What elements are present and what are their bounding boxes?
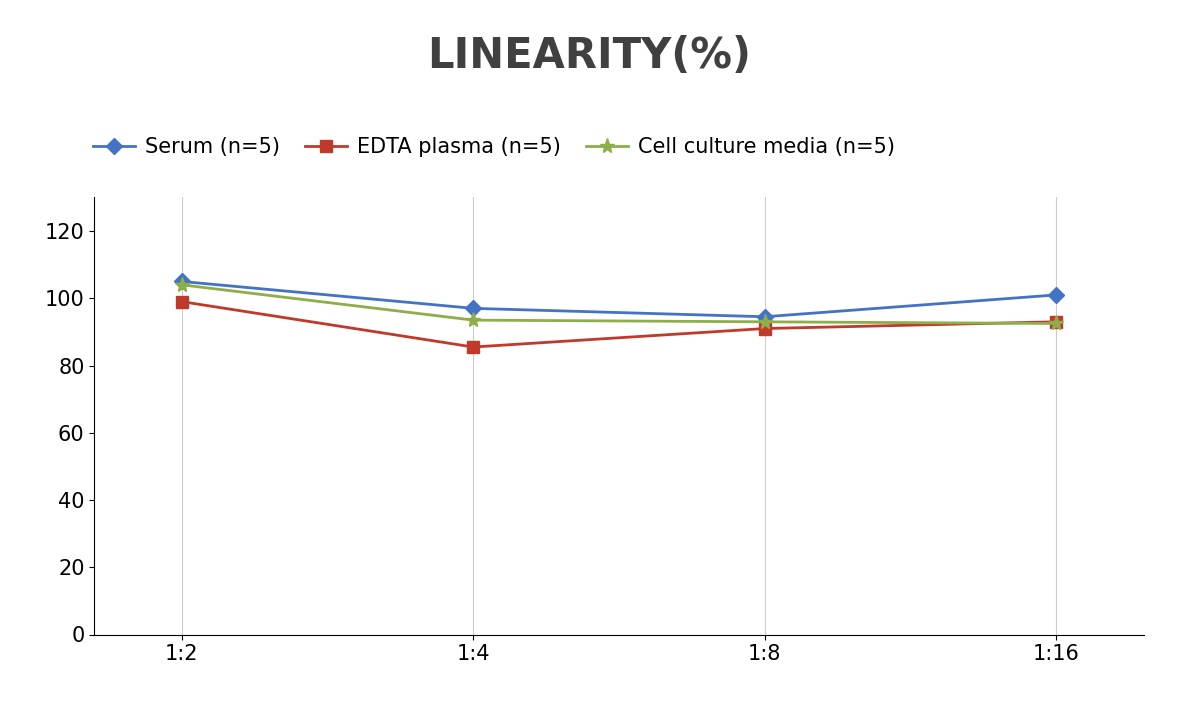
Serum (n=5) — [1049, 290, 1063, 299]
Cell culture media (n=5) — [758, 317, 772, 326]
Text: LINEARITY(%): LINEARITY(%) — [428, 35, 751, 78]
Line: EDTA plasma (n=5): EDTA plasma (n=5) — [176, 296, 1062, 352]
Serum (n=5) — [466, 304, 480, 312]
Line: Cell culture media (n=5): Cell culture media (n=5) — [174, 277, 1063, 331]
Cell culture media (n=5) — [466, 316, 480, 324]
EDTA plasma (n=5) — [174, 298, 189, 306]
EDTA plasma (n=5) — [758, 324, 772, 333]
Serum (n=5) — [174, 277, 189, 286]
EDTA plasma (n=5) — [1049, 317, 1063, 326]
Legend: Serum (n=5), EDTA plasma (n=5), Cell culture media (n=5): Serum (n=5), EDTA plasma (n=5), Cell cul… — [93, 137, 895, 157]
Cell culture media (n=5) — [1049, 319, 1063, 328]
Serum (n=5) — [758, 312, 772, 321]
Cell culture media (n=5) — [174, 281, 189, 289]
EDTA plasma (n=5) — [466, 343, 480, 351]
Line: Serum (n=5): Serum (n=5) — [176, 276, 1062, 322]
